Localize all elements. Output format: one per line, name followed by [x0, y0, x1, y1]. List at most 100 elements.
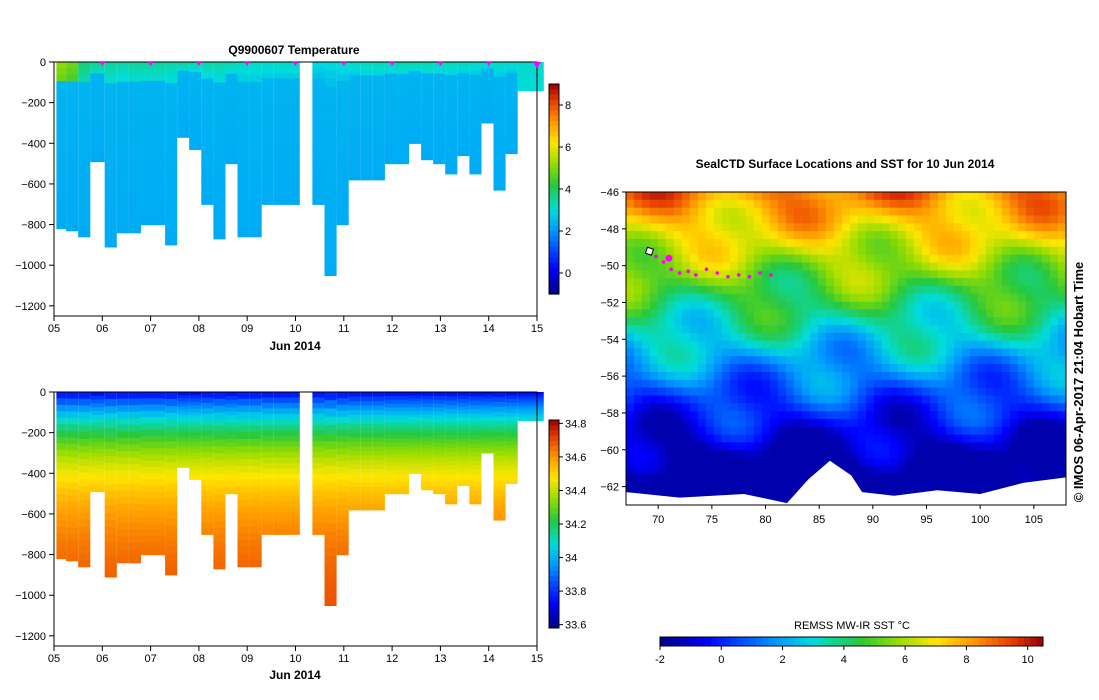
x-tick-label: 75 — [706, 514, 718, 526]
profile-cell — [433, 116, 446, 122]
profile-cell — [312, 111, 325, 118]
profile-cell — [360, 98, 373, 104]
sst-cell — [866, 340, 875, 349]
sst-cell — [906, 301, 915, 310]
profile-cell — [517, 64, 544, 66]
profile-cell — [372, 419, 385, 425]
sst-cell — [882, 325, 891, 334]
sst-cell — [1050, 325, 1059, 334]
sst-cell — [994, 340, 1003, 349]
sst-cell — [698, 403, 707, 412]
colorbar-band — [549, 544, 559, 551]
profile-cell — [177, 438, 190, 442]
sst-cell — [690, 387, 699, 396]
sst-cell — [770, 199, 779, 208]
profile-cell — [213, 62, 226, 70]
sst-cell — [746, 411, 755, 420]
profile-cell — [237, 216, 250, 224]
profile-cell — [457, 94, 470, 99]
colorbar-band — [549, 141, 559, 148]
sst-cell — [954, 450, 963, 459]
profile-cell — [348, 139, 361, 145]
sst-cell — [738, 340, 747, 349]
sst-cell — [746, 473, 755, 482]
profile-cell — [273, 474, 300, 481]
profile-cell — [225, 427, 238, 432]
profile-cell — [273, 193, 300, 200]
profile-cell — [128, 510, 141, 518]
sst-cell — [778, 418, 787, 428]
profile-cell — [360, 139, 373, 145]
profile-cell — [201, 501, 214, 508]
colorbar-band — [549, 147, 559, 153]
profile-cell — [56, 468, 67, 476]
sst-cell — [706, 458, 715, 467]
sst-cell — [922, 356, 931, 365]
sst-cell — [946, 442, 955, 451]
sst-cell — [746, 458, 755, 467]
sst-cell — [642, 434, 651, 443]
profile-cell — [457, 108, 470, 113]
sst-cell — [706, 450, 715, 459]
profile-cell — [56, 411, 67, 419]
sst-cell — [786, 199, 795, 208]
sst-cell — [666, 262, 675, 271]
sst-cell — [978, 348, 987, 357]
sst-cell — [930, 246, 939, 255]
salinity-y-ticks: 0−200−400−600−800−1000−1200 — [15, 387, 54, 643]
profile-cell — [140, 467, 153, 474]
profile-cell — [493, 180, 506, 186]
colorbar-band — [768, 637, 776, 646]
profile-cell — [56, 552, 67, 560]
sst-cell — [946, 317, 955, 326]
colorbar-band — [877, 637, 884, 646]
profile-cell — [457, 126, 470, 131]
sst-cell — [818, 372, 827, 381]
profile-cell — [116, 153, 129, 162]
sst-cell — [1018, 207, 1027, 216]
profile-cell — [324, 490, 337, 500]
profile-cell — [517, 399, 544, 402]
sst-cell — [890, 403, 899, 412]
sst-cell — [730, 395, 739, 404]
sst-cell — [810, 223, 819, 232]
sst-cell — [674, 434, 683, 443]
sst-cell — [666, 301, 675, 310]
sst-cell — [1050, 293, 1059, 302]
sst-cell — [674, 231, 683, 240]
sst-cell — [954, 340, 963, 349]
profile-cell — [312, 413, 325, 420]
profile-cell — [384, 419, 397, 424]
colorbar-band — [549, 430, 559, 437]
sst-cell — [762, 262, 771, 271]
sst-cell — [730, 489, 739, 498]
sst-cell — [1026, 238, 1035, 248]
colorbar-band — [549, 477, 559, 483]
sst-cell — [930, 332, 939, 342]
profile-cell — [128, 516, 141, 524]
profile-cell — [469, 113, 482, 119]
profile-cell — [324, 482, 337, 492]
sst-cell — [674, 262, 683, 271]
profile-cell — [213, 392, 226, 400]
sst-cell — [946, 301, 955, 310]
profile-cell — [237, 465, 250, 474]
sst-cell — [666, 434, 675, 443]
sst-cell — [722, 293, 731, 302]
sst-cell — [898, 379, 907, 388]
sst-cell — [722, 379, 731, 388]
sst-cell — [674, 317, 683, 326]
profile-cell — [140, 80, 153, 88]
profile-cell — [421, 452, 434, 457]
sst-cell — [746, 309, 755, 318]
profile-cell — [493, 76, 506, 83]
sst-cell — [850, 246, 859, 255]
profile-cell — [90, 119, 105, 124]
profile-cell — [249, 418, 262, 427]
sst-cell — [922, 340, 931, 349]
profile-cell — [421, 474, 434, 479]
sst-cell — [786, 465, 795, 475]
profile-cell — [457, 105, 470, 110]
profile-cell — [249, 452, 262, 460]
sst-cell — [850, 192, 859, 201]
